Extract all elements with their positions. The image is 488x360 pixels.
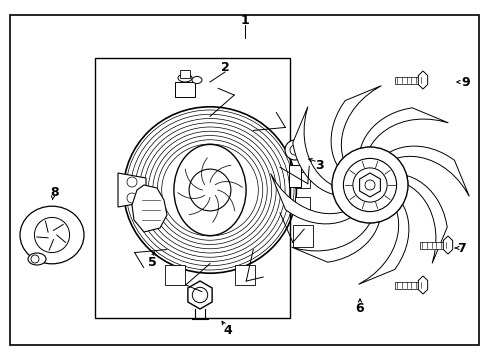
Ellipse shape	[192, 77, 202, 84]
Ellipse shape	[28, 253, 46, 265]
Text: 9: 9	[461, 76, 469, 89]
Circle shape	[331, 147, 407, 223]
Polygon shape	[443, 236, 452, 254]
Bar	[394, 282, 422, 289]
Polygon shape	[291, 222, 379, 262]
Polygon shape	[417, 71, 427, 89]
Bar	[164, 265, 184, 285]
Polygon shape	[406, 176, 447, 263]
Polygon shape	[358, 204, 408, 284]
Circle shape	[192, 287, 207, 303]
Ellipse shape	[174, 144, 245, 235]
Text: 1: 1	[240, 14, 249, 27]
Polygon shape	[330, 86, 381, 166]
Polygon shape	[359, 173, 380, 197]
Ellipse shape	[20, 206, 84, 264]
Bar	[294, 197, 309, 213]
Text: 2: 2	[220, 60, 229, 73]
Polygon shape	[118, 173, 146, 207]
Polygon shape	[292, 107, 332, 194]
Circle shape	[352, 168, 386, 202]
Text: 4: 4	[223, 324, 232, 337]
Text: 3: 3	[315, 158, 324, 171]
Text: 8: 8	[51, 185, 59, 198]
Circle shape	[34, 217, 69, 253]
Bar	[180, 70, 190, 78]
Polygon shape	[417, 276, 427, 294]
Polygon shape	[270, 174, 350, 224]
Polygon shape	[388, 146, 468, 197]
Circle shape	[189, 169, 230, 211]
Circle shape	[285, 140, 305, 160]
Bar	[292, 225, 312, 247]
Circle shape	[343, 158, 396, 212]
Ellipse shape	[178, 74, 192, 82]
Bar	[175, 82, 195, 97]
Text: 6: 6	[355, 302, 364, 315]
Bar	[419, 242, 447, 249]
Bar	[288, 165, 301, 187]
Polygon shape	[187, 281, 212, 309]
Polygon shape	[360, 108, 447, 148]
Text: 5: 5	[147, 256, 156, 269]
Bar	[294, 172, 309, 188]
Text: 7: 7	[457, 242, 466, 255]
Bar	[235, 265, 254, 285]
Bar	[95, 58, 289, 318]
Polygon shape	[132, 185, 167, 232]
Bar	[394, 77, 422, 84]
